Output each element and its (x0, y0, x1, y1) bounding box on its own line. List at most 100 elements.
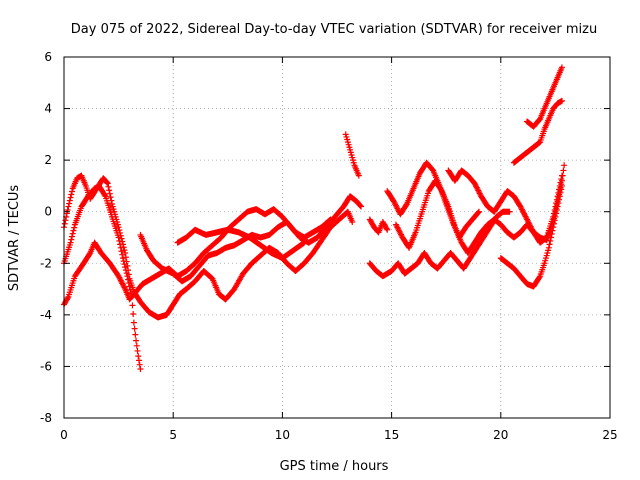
data-point-marker (66, 197, 73, 204)
x-tick-label: 5 (169, 428, 177, 442)
data-point-marker (69, 230, 76, 237)
data-point-marker (125, 271, 132, 278)
data-point-marker (548, 234, 555, 241)
data-point-marker (129, 302, 136, 309)
data-point-marker (64, 295, 71, 302)
data-point-marker (557, 189, 564, 196)
data-point-marker (119, 255, 126, 262)
series-track-9 (384, 159, 482, 241)
data-point-marker (135, 357, 142, 364)
y-tick-label: 6 (44, 50, 52, 64)
data-point-marker (558, 186, 565, 193)
x-tick-label: 0 (60, 428, 68, 442)
data-point-marker (133, 342, 140, 349)
data-point-marker (557, 179, 564, 186)
data-point-marker (554, 203, 561, 210)
series-track-14 (524, 64, 565, 130)
data-point-marker (558, 182, 565, 189)
data-point-marker (122, 254, 129, 261)
data-point-marker (105, 183, 112, 190)
data-point-marker (67, 194, 74, 201)
data-point-marker (106, 187, 113, 194)
series-track-11 (445, 167, 565, 246)
y-tick-label: -6 (40, 359, 52, 373)
data-point-marker (69, 233, 76, 240)
data-point-marker (135, 353, 142, 360)
plot-frame (63, 56, 611, 419)
y-tick-label: 2 (44, 153, 52, 167)
data-point-marker (301, 239, 308, 246)
data-point-marker (553, 206, 560, 213)
data-point-marker (117, 232, 124, 239)
data-point-marker (134, 347, 141, 354)
y-tick-label: -8 (40, 411, 52, 425)
data-point-marker (106, 190, 113, 197)
y-tick-label: -2 (40, 256, 52, 270)
series-track-2 (61, 182, 144, 373)
data-point-marker (122, 249, 129, 256)
data-point-marker (349, 219, 356, 226)
series-track-1 (61, 193, 365, 308)
data-point-marker (119, 241, 126, 248)
data-point-marker (68, 236, 75, 243)
data-point-marker (555, 200, 562, 207)
data-point-marker (107, 194, 114, 201)
x-tick-label: 25 (602, 428, 617, 442)
data-point-marker (553, 210, 560, 217)
data-point-marker (355, 172, 362, 179)
data-point-marker (124, 262, 131, 269)
data-point-marker (475, 208, 482, 215)
data-point-marker (118, 248, 125, 255)
data-point-marker (137, 366, 144, 373)
data-point-marker (475, 209, 482, 216)
data-point-marker (552, 213, 559, 220)
data-point-marker (121, 247, 128, 254)
data-point-marker (549, 227, 556, 234)
data-point-marker (326, 217, 333, 224)
data-point-marker (119, 238, 126, 245)
y-tick-label: 0 (44, 205, 52, 219)
data-point-marker (125, 267, 132, 274)
data-point-marker (133, 337, 140, 344)
y-tick-label: -4 (40, 308, 52, 322)
data-point-marker (561, 162, 568, 169)
data-points (61, 64, 568, 373)
chart-title: Day 075 of 2022, Sidereal Day-to-day VTE… (71, 22, 597, 37)
data-point-marker (71, 224, 78, 231)
data-point-marker (560, 167, 567, 174)
data-point-marker (117, 229, 124, 236)
data-point-marker (131, 325, 138, 332)
data-point-marker (550, 224, 557, 231)
data-point-marker (536, 274, 543, 281)
data-point-marker (70, 227, 77, 234)
data-point-marker (383, 225, 390, 232)
data-point-marker (132, 331, 139, 338)
series-track-6 (342, 131, 362, 179)
data-point-marker (384, 226, 391, 233)
data-point-marker (547, 237, 554, 244)
data-point-marker (123, 258, 130, 265)
data-point-marker (67, 239, 74, 246)
data-point-marker (68, 191, 75, 198)
data-point-marker (108, 197, 115, 204)
data-point-marker (548, 231, 555, 238)
x-tick-label: 10 (275, 428, 290, 442)
data-point-marker (558, 172, 565, 179)
y-axis-ticks: -8 -6 -4 -2 0 2 4 6 (40, 50, 610, 425)
x-axis-ticks: 0 5 10 15 20 25 (60, 57, 618, 442)
data-point-marker (556, 193, 563, 200)
data-point-marker (136, 361, 143, 368)
data-point-marker (65, 203, 72, 210)
data-point-marker (545, 244, 552, 251)
y-axis-label: SDTVAR / TECUs (7, 185, 22, 292)
data-point-marker (327, 216, 334, 223)
data-point-marker (116, 227, 123, 234)
data-point-marker (558, 97, 565, 104)
data-point-marker (558, 64, 565, 71)
grid-lines (64, 57, 610, 418)
data-point-marker (62, 217, 69, 224)
data-point-marker (101, 192, 108, 199)
data-point-marker (546, 241, 553, 248)
data-point-marker (115, 224, 122, 231)
